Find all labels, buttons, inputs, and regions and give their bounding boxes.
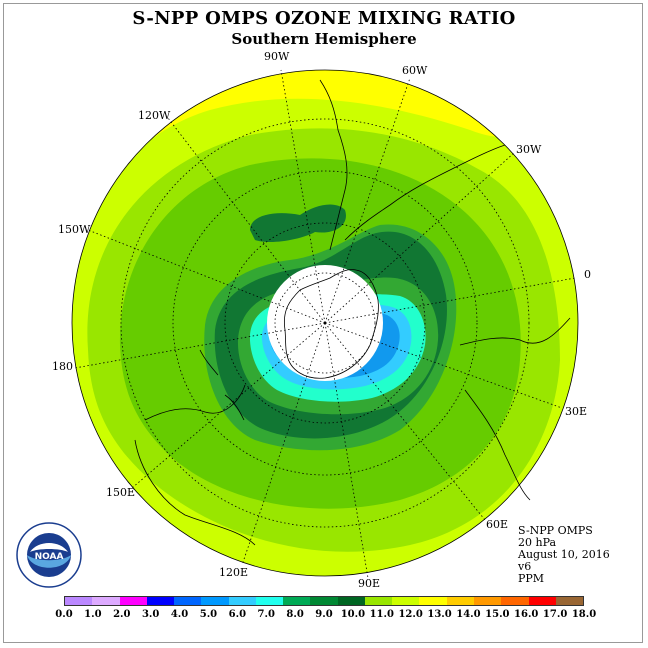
lon-label-90e: 90E [358,577,381,590]
colorbar-swatch [255,597,284,605]
colorbar [64,596,584,606]
colorbar-swatch [310,597,338,605]
colorbar-tick-label: 18.0 [571,609,597,620]
logo-disc [27,533,71,577]
colorbar-tick-label: 1.0 [84,609,102,620]
observation-date: August 10, 2016 [518,548,610,561]
colorbar-swatch [146,597,175,605]
product-info: S-NPP OMPS 20 hPa August 10, 2016 v6 PPM [518,525,610,585]
lon-label-30e: 30E [565,405,588,418]
figure-frame [3,3,643,643]
colorbar-tick-label: 3.0 [141,609,160,620]
lon-label-30w: 30W [516,143,542,156]
colorbar-swatch [174,597,202,605]
colorbar-tick-label: 5.0 [199,609,218,620]
colorbar-tick-label: 7.0 [257,609,275,620]
new-zealand-coastline [199,349,245,421]
colorbar-tick-label: 14.0 [456,609,481,620]
colorbar-tick-label: 6.0 [228,609,247,620]
colorbar-tick-label: 10.0 [340,609,366,620]
meridian-120w [167,117,326,324]
instrument-name: S-NPP OMPS [518,524,593,537]
product-version: v6 [518,560,532,573]
band-9-island [250,204,346,243]
latitude-circle-70s [224,222,426,424]
colorbar-tick-label: 0.0 [55,609,73,620]
lon-label-150w: 150W [58,223,91,236]
lon-label-150e: 150E [106,486,136,499]
map-title: S-NPP OMPS OZONE MIXING RATIO [132,8,516,29]
colorbar-swatch [228,597,256,605]
lon-label-90w: 90W [264,50,290,63]
lon-label-0: 0 [584,268,591,281]
meridian-60w [324,77,411,324]
colorbar-swatch [201,597,229,605]
lon-label-60w: 60W [402,64,428,77]
colorbar-swatch [555,597,584,605]
map-boundary [71,69,579,577]
colorbar-ticks: 0.0 1.0 2.0 3.0 4.0 5.0 6.0 7.0 8.0 9.0 10.0 11.0 12… [0,609,648,621]
colorbar-swatch [446,597,474,605]
meridian-90e [324,322,369,579]
colorbar-swatch [92,597,120,605]
lon-label-120w: 120W [138,109,171,122]
south-america-coastline [319,79,506,251]
colorbar-swatch [337,597,365,605]
colorbar-tick-label: 8.0 [286,609,304,620]
colorbar-tick-label: 12.0 [398,609,423,620]
colorbar-swatch [65,597,93,605]
colorbar-tick-label: 2.0 [113,609,131,620]
meridian-150w [87,229,326,324]
map-subtitle: Southern Hemisphere [231,30,417,48]
colorbar-tick-label: 13.0 [427,609,452,620]
noaa-logo: NOAA [16,522,82,588]
colorbar-swatch [501,597,529,605]
colorbar-tick-label: 17.0 [542,609,568,620]
meridian-30w [324,151,516,324]
colorbar-tick-label: 4.0 [170,609,189,620]
colorbar-swatch [283,597,311,605]
colorbar-swatch [364,597,393,605]
latitude-circle-80s [274,272,376,374]
colorbar-swatch [528,597,556,605]
logo-text: NOAA [35,552,64,562]
colorbar-swatch [392,597,420,605]
logo-wave [27,555,71,568]
units-label: PPM [518,572,545,585]
meridian-120e [241,322,326,566]
meridian-90w [280,69,326,324]
pressure-level: 20 hPa [518,536,557,549]
colorbar-swatch [473,597,502,605]
africa-coastline [459,317,571,501]
latitude-circle-60s [172,170,478,476]
colorbar-swatch [419,597,447,605]
coastlines [134,79,571,546]
colorbar-tick-label: 15.0 [485,609,510,620]
lon-label-60e: 60E [486,518,509,531]
colorbar-tick-label: 11.0 [369,609,394,620]
colorbar-swatch [119,597,147,605]
map-disk [72,70,578,576]
south-pole-marker [323,321,327,325]
logo-gull [30,543,68,552]
lon-label-180: 180 [52,360,73,373]
colorbar-tick-label: 9.0 [315,609,333,620]
antarctica-coastline [283,269,379,379]
lon-label-120e: 120E [219,566,249,579]
graticule [74,69,576,579]
latitude-circle-50s [120,118,530,528]
australia-coastline [134,384,256,546]
colorbar-tick-label: 16.0 [514,609,539,620]
